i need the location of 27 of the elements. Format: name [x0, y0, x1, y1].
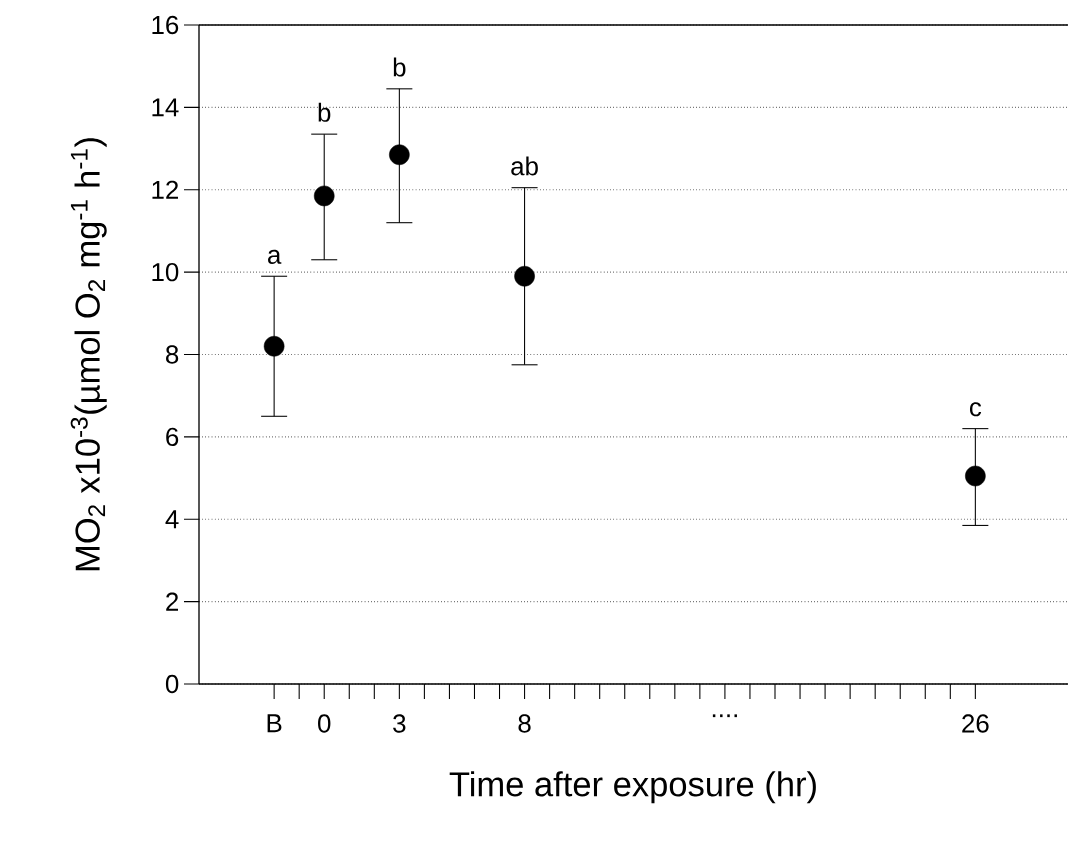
annotation: ab — [511, 156, 538, 176]
x-tick-label: B — [267, 714, 282, 733]
y-tick-label: 0 — [165, 674, 179, 694]
y-tick-label: 12 — [152, 180, 178, 199]
point — [263, 335, 285, 357]
annotation: b — [318, 102, 331, 122]
y-tick-label: 2 — [166, 592, 178, 611]
y-tick-label: 10 — [152, 262, 179, 282]
y-tick-label: 14 — [152, 98, 179, 117]
y-tick-label: 4 — [165, 510, 179, 529]
annotation: b — [393, 57, 406, 77]
point — [514, 265, 535, 287]
annotation: a — [268, 249, 282, 264]
x-tick-label: 0 — [318, 714, 331, 733]
x-tick-label: 26 — [962, 714, 989, 733]
x-tick-label: 8 — [518, 714, 531, 733]
text: MO$_{2}$ x10$^{-3}$(µmol O$_{2}$ mg$^{-1}$ h$^{-1}$) — [70, 138, 107, 571]
x-tick-label: .... — [712, 714, 737, 718]
x-axis-title: Time after exposure (hr) — [449, 771, 816, 804]
y-tick-label: 16 — [152, 15, 179, 35]
y-tick-label: 8 — [166, 345, 179, 364]
annotation: c — [969, 402, 982, 417]
point — [965, 465, 986, 487]
x-tick-label: 3 — [393, 714, 406, 733]
point — [313, 185, 335, 207]
y-tick-label: 6 — [166, 427, 179, 447]
point — [389, 144, 410, 165]
